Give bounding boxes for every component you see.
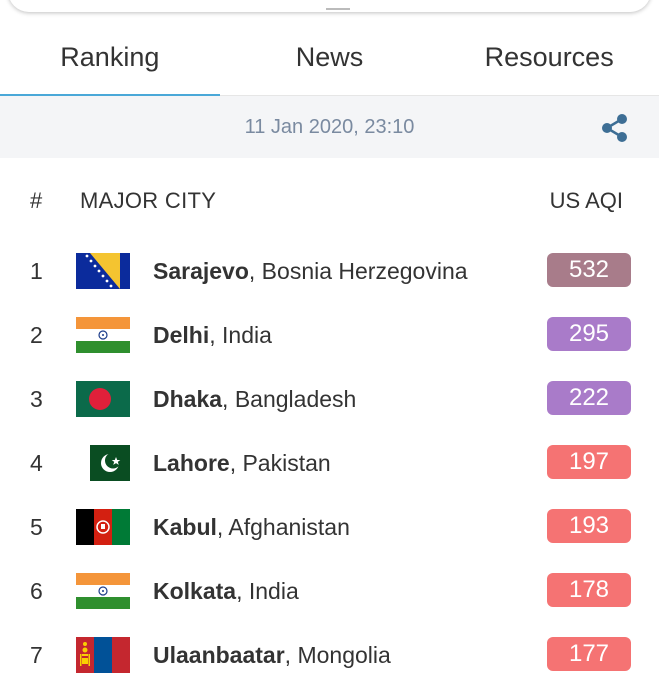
city-label[interactable]: Kolkata, India (153, 578, 299, 605)
india-flag-icon (76, 573, 130, 609)
afghanistan-flag-icon (76, 509, 130, 545)
table-row[interactable]: 1 Sarajevo, Bosnia Herzegovina 532 (0, 240, 659, 304)
rank-number: 4 (30, 450, 43, 476)
city-name: Kabul (153, 514, 217, 540)
ranking-list: 1 Sarajevo, Bosnia Herzegovina 532 2 Delhi… (0, 240, 659, 680)
aqi-badge: 197 (547, 445, 631, 479)
table-header: # MAJOR CITY US AQI (0, 158, 659, 238)
aqi-badge: 532 (547, 253, 631, 287)
aqi-badge: 177 (547, 637, 631, 671)
aqi-badge: 178 (547, 573, 631, 607)
city-name: Lahore (153, 450, 230, 476)
aqi-badge: 295 (547, 317, 631, 351)
bosnia-flag-icon (76, 253, 130, 289)
date-bar: 11 Jan 2020, 23:10 (0, 96, 659, 158)
rank-number: 7 (30, 642, 43, 668)
timestamp: 11 Jan 2020, 23:10 (244, 115, 415, 138)
aqi-badge: 193 (547, 509, 631, 543)
country-name: , India (236, 578, 299, 604)
table-row[interactable]: 3 Dhaka, Bangladesh 222 (0, 368, 659, 432)
rank-number: 1 (30, 258, 43, 284)
tab-bar: Ranking News Resources (0, 18, 659, 97)
tab-resources[interactable]: Resources (484, 41, 614, 72)
city-label[interactable]: Ulaanbaatar, Mongolia (153, 642, 391, 669)
aqi-badge: 222 (547, 381, 631, 415)
tab-news[interactable]: News (295, 41, 364, 72)
top-bar (0, 0, 659, 18)
drag-handle[interactable] (326, 8, 350, 10)
rank-number: 3 (30, 386, 43, 412)
search-bar[interactable] (8, 0, 651, 12)
header-city: MAJOR CITY (80, 188, 217, 213)
country-name: , Bangladesh (222, 386, 357, 412)
city-name: Ulaanbaatar (153, 642, 285, 668)
country-name: , Mongolia (284, 642, 391, 668)
header-aqi: US AQI (549, 188, 623, 213)
city-name: Sarajevo (153, 258, 249, 284)
country-name: , Bosnia Herzegovina (248, 258, 468, 284)
country-name: , India (209, 322, 272, 348)
city-label[interactable]: Sarajevo, Bosnia Herzegovina (153, 258, 468, 285)
rank-number: 2 (30, 322, 43, 348)
rank-number: 5 (30, 514, 43, 540)
table-row[interactable]: 6 Kolkata, India 178 (0, 560, 659, 624)
mongolia-flag-icon (76, 637, 130, 673)
india-flag-icon (76, 317, 130, 353)
city-name: Dhaka (153, 386, 223, 412)
city-label[interactable]: Delhi, India (153, 322, 272, 349)
header-rank: # (30, 188, 43, 213)
country-name: , Afghanistan (216, 514, 350, 540)
table-row[interactable]: 5 Kabul, Afghanistan 193 (0, 496, 659, 560)
country-name: , Pakistan (229, 450, 331, 476)
bangladesh-flag-icon (76, 381, 130, 417)
city-name: Delhi (153, 322, 210, 348)
city-label[interactable]: Lahore, Pakistan (153, 450, 331, 477)
city-label[interactable]: Kabul, Afghanistan (153, 514, 350, 541)
tab-ranking[interactable]: Ranking (0, 18, 220, 97)
pakistan-flag-icon (76, 445, 130, 481)
table-row[interactable]: 4 Lahore, Pakistan 197 (0, 432, 659, 496)
city-label[interactable]: Dhaka, Bangladesh (153, 386, 356, 413)
city-name: Kolkata (153, 578, 237, 604)
share-icon[interactable] (597, 110, 633, 146)
table-row[interactable]: 2 Delhi, India 295 (0, 304, 659, 368)
rank-number: 6 (30, 578, 43, 604)
table-row[interactable]: 7 Ulaanbaatar, Mongolia 177 (0, 624, 659, 680)
